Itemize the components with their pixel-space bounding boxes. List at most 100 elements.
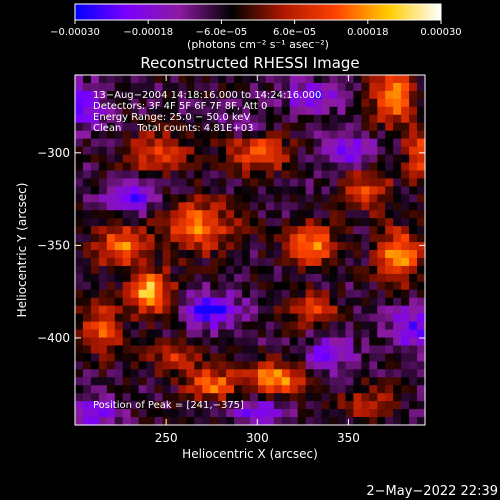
heatmap-cell — [417, 345, 426, 354]
heatmap-cell — [265, 321, 275, 331]
heatmap-cell — [210, 154, 219, 164]
heatmap-cell — [345, 130, 354, 140]
heatmap-cell — [194, 98, 203, 108]
heatmap-cell — [106, 273, 116, 283]
heatmap-cell — [154, 329, 164, 339]
heatmap-cell — [234, 329, 243, 339]
heatmap-cell — [75, 297, 84, 307]
heatmap-cell — [106, 226, 116, 235]
heatmap-cell — [178, 114, 187, 124]
heatmap-cell — [250, 194, 259, 203]
annotation-peak: Position of Peak = [241,−375] — [93, 400, 244, 411]
heatmap-cell — [289, 409, 299, 418]
heatmap-cell — [130, 265, 140, 275]
heatmap-cell — [385, 250, 394, 259]
heatmap-cell — [75, 242, 84, 251]
heatmap-cell — [226, 194, 235, 203]
heatmap-cell — [114, 369, 124, 378]
heatmap-cell — [250, 329, 259, 339]
heatmap-cell — [202, 361, 211, 370]
heatmap-cell — [162, 273, 172, 283]
heatmap-cell — [401, 114, 410, 124]
heatmap-cell — [321, 154, 331, 164]
heatmap-cell — [265, 75, 275, 84]
heatmap-cell — [417, 170, 426, 179]
heatmap-cell — [162, 114, 172, 124]
heatmap-cell — [305, 98, 315, 108]
heatmap-cell — [138, 154, 148, 164]
heatmap-cell — [146, 218, 156, 227]
heatmap-cell — [82, 122, 92, 132]
heatmap-cell — [178, 226, 187, 235]
heatmap-cell — [162, 146, 172, 156]
heatmap-cell — [178, 218, 187, 227]
heatmap-cell — [409, 305, 418, 315]
heatmap-cell — [265, 138, 275, 148]
heatmap-cell — [146, 146, 156, 156]
heatmap-cell — [178, 313, 187, 323]
heatmap-cell — [242, 337, 251, 347]
heatmap-cell — [90, 122, 100, 132]
heatmap-cell — [90, 242, 100, 251]
heatmap-cell — [345, 170, 354, 179]
heatmap-cell — [170, 90, 179, 100]
heatmap-cell — [202, 409, 211, 418]
heatmap-cell — [281, 417, 291, 426]
heatmap-cell — [178, 273, 187, 283]
heatmap-cell — [417, 218, 426, 227]
heatmap-cell — [281, 98, 291, 108]
heatmap-cell — [313, 122, 323, 132]
heatmap-cell — [361, 337, 370, 347]
heatmap-cell — [218, 377, 227, 386]
heatmap-cell — [265, 170, 275, 179]
heatmap-cell — [138, 162, 148, 172]
heatmap-cell — [313, 250, 323, 259]
heatmap-cell — [234, 130, 243, 140]
heatmap-cell — [138, 361, 148, 370]
heatmap-cell — [377, 393, 386, 402]
heatmap-cell — [409, 417, 418, 426]
heatmap-cell — [218, 281, 227, 291]
heatmap-cell — [106, 409, 116, 418]
heatmap-cell — [409, 114, 418, 124]
heatmap-cell — [361, 106, 370, 116]
heatmap-cell — [114, 75, 124, 84]
heatmap-cell — [377, 385, 386, 394]
heatmap-cell — [82, 194, 92, 203]
heatmap-cell — [218, 369, 227, 378]
heatmap-cell — [361, 234, 370, 243]
heatmap-cell — [75, 202, 84, 211]
heatmap-cell — [353, 90, 362, 100]
heatmap-cell — [265, 210, 275, 219]
heatmap-cell — [130, 234, 140, 243]
heatmap-cell — [281, 369, 291, 378]
heatmap-cell — [273, 281, 283, 291]
heatmap-cell — [75, 361, 84, 370]
heatmap-cell — [289, 313, 299, 323]
heatmap-cell — [138, 385, 148, 394]
heatmap-cell — [305, 273, 315, 283]
heatmap-cell — [114, 321, 124, 331]
heatmap-cell — [162, 297, 172, 307]
heatmap-cell — [98, 401, 108, 410]
heatmap-cell — [345, 289, 354, 299]
heatmap-cell — [289, 114, 299, 124]
heatmap-cell — [337, 313, 347, 323]
heatmap-cell — [194, 401, 203, 410]
heatmap-cell — [273, 353, 283, 362]
heatmap-cell — [265, 114, 275, 124]
heatmap-cell — [281, 106, 291, 116]
heatmap-cell — [154, 114, 164, 124]
heatmap-cell — [106, 194, 116, 203]
heatmap-cell — [90, 313, 100, 323]
heatmap-cell — [369, 345, 378, 354]
heatmap-cell — [289, 106, 299, 116]
heatmap-cell — [305, 82, 315, 92]
heatmap-cell — [257, 289, 267, 299]
heatmap-cell — [337, 146, 347, 156]
heatmap-cell — [417, 226, 426, 235]
heatmap-cell — [329, 154, 339, 164]
heatmap-cell — [273, 234, 283, 243]
heatmap-cell — [186, 178, 195, 187]
heatmap-cell — [377, 194, 386, 203]
